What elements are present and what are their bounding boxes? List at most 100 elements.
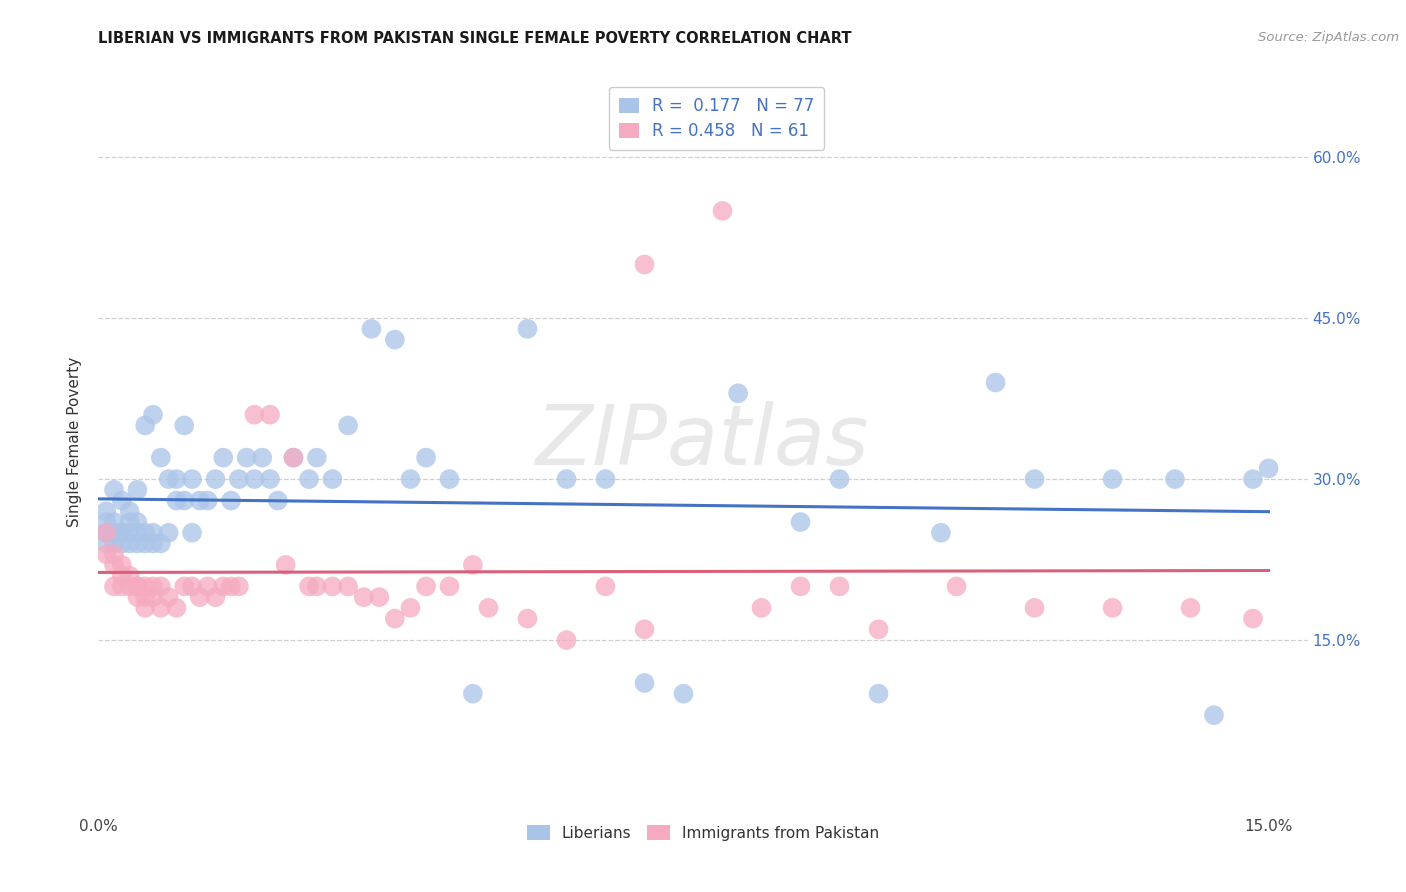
Point (439, 579, 461, 593)
Point (118, 579, 141, 593)
Point (103, 547, 125, 561)
Point (188, 493, 211, 508)
Point (516, 611, 538, 625)
Point (103, 558, 125, 572)
Point (259, 408, 281, 422)
Point (337, 418, 360, 433)
Point (305, 450, 328, 465)
Point (337, 579, 360, 593)
Point (789, 515, 811, 529)
Point (228, 579, 250, 593)
Point (142, 408, 165, 422)
Point (204, 590, 226, 604)
Point (1202, 708, 1225, 723)
Point (321, 579, 343, 593)
Point (111, 558, 134, 572)
Point (477, 600, 499, 615)
Point (118, 525, 141, 540)
Point (118, 515, 141, 529)
Point (353, 590, 375, 604)
Point (283, 450, 305, 465)
Point (945, 579, 967, 593)
Point (283, 450, 305, 465)
Point (360, 322, 382, 336)
Point (157, 590, 180, 604)
Point (1101, 472, 1123, 486)
Point (252, 450, 274, 465)
Point (243, 472, 266, 486)
Point (384, 611, 406, 625)
Text: LIBERIAN VS IMMIGRANTS FROM PAKISTAN SINGLE FEMALE POVERTY CORRELATION CHART: LIBERIAN VS IMMIGRANTS FROM PAKISTAN SIN… (98, 31, 852, 46)
Point (118, 568, 141, 582)
Point (134, 600, 156, 615)
Point (118, 504, 141, 518)
Point (134, 536, 156, 550)
Point (212, 579, 235, 593)
Point (127, 536, 149, 550)
Point (1257, 461, 1279, 475)
Point (188, 590, 211, 604)
Point (219, 579, 242, 593)
Point (929, 525, 952, 540)
Point (1241, 472, 1264, 486)
Point (127, 579, 149, 593)
Point (399, 600, 422, 615)
Point (868, 687, 890, 701)
Point (243, 408, 266, 422)
Point (142, 579, 165, 593)
Point (415, 579, 437, 593)
Point (134, 579, 156, 593)
Point (1180, 600, 1202, 615)
Point (267, 493, 290, 508)
Point (149, 600, 172, 615)
Point (305, 579, 328, 593)
Point (274, 558, 297, 572)
Point (204, 472, 226, 486)
Point (439, 472, 461, 486)
Point (1024, 472, 1046, 486)
Point (127, 525, 149, 540)
Point (96, 525, 118, 540)
Point (1241, 611, 1264, 625)
Point (633, 676, 655, 690)
Point (516, 322, 538, 336)
Point (1164, 472, 1187, 486)
Point (134, 525, 156, 540)
Point (96, 504, 118, 518)
Text: Source: ZipAtlas.com: Source: ZipAtlas.com (1258, 31, 1399, 45)
Point (173, 579, 195, 593)
Point (103, 483, 125, 497)
Point (828, 579, 851, 593)
Point (751, 600, 773, 615)
Point (555, 633, 578, 648)
Point (103, 536, 125, 550)
Point (165, 472, 187, 486)
Point (399, 472, 422, 486)
Point (111, 493, 134, 508)
Point (149, 536, 172, 550)
Point (1101, 600, 1123, 615)
Point (127, 590, 149, 604)
Point (219, 493, 242, 508)
Point (181, 525, 204, 540)
Text: ZIPatlas: ZIPatlas (536, 401, 870, 482)
Point (828, 472, 851, 486)
Point (1024, 600, 1046, 615)
Point (789, 579, 811, 593)
Point (103, 579, 125, 593)
Point (633, 623, 655, 637)
Point (235, 450, 257, 465)
Point (415, 450, 437, 465)
Point (111, 525, 134, 540)
Point (127, 515, 149, 529)
Point (672, 687, 695, 701)
Point (111, 525, 134, 540)
Point (127, 579, 149, 593)
Point (384, 333, 406, 347)
Point (259, 472, 281, 486)
Point (197, 579, 219, 593)
Point (157, 472, 180, 486)
Point (595, 472, 617, 486)
Point (134, 418, 156, 433)
Point (111, 568, 134, 582)
